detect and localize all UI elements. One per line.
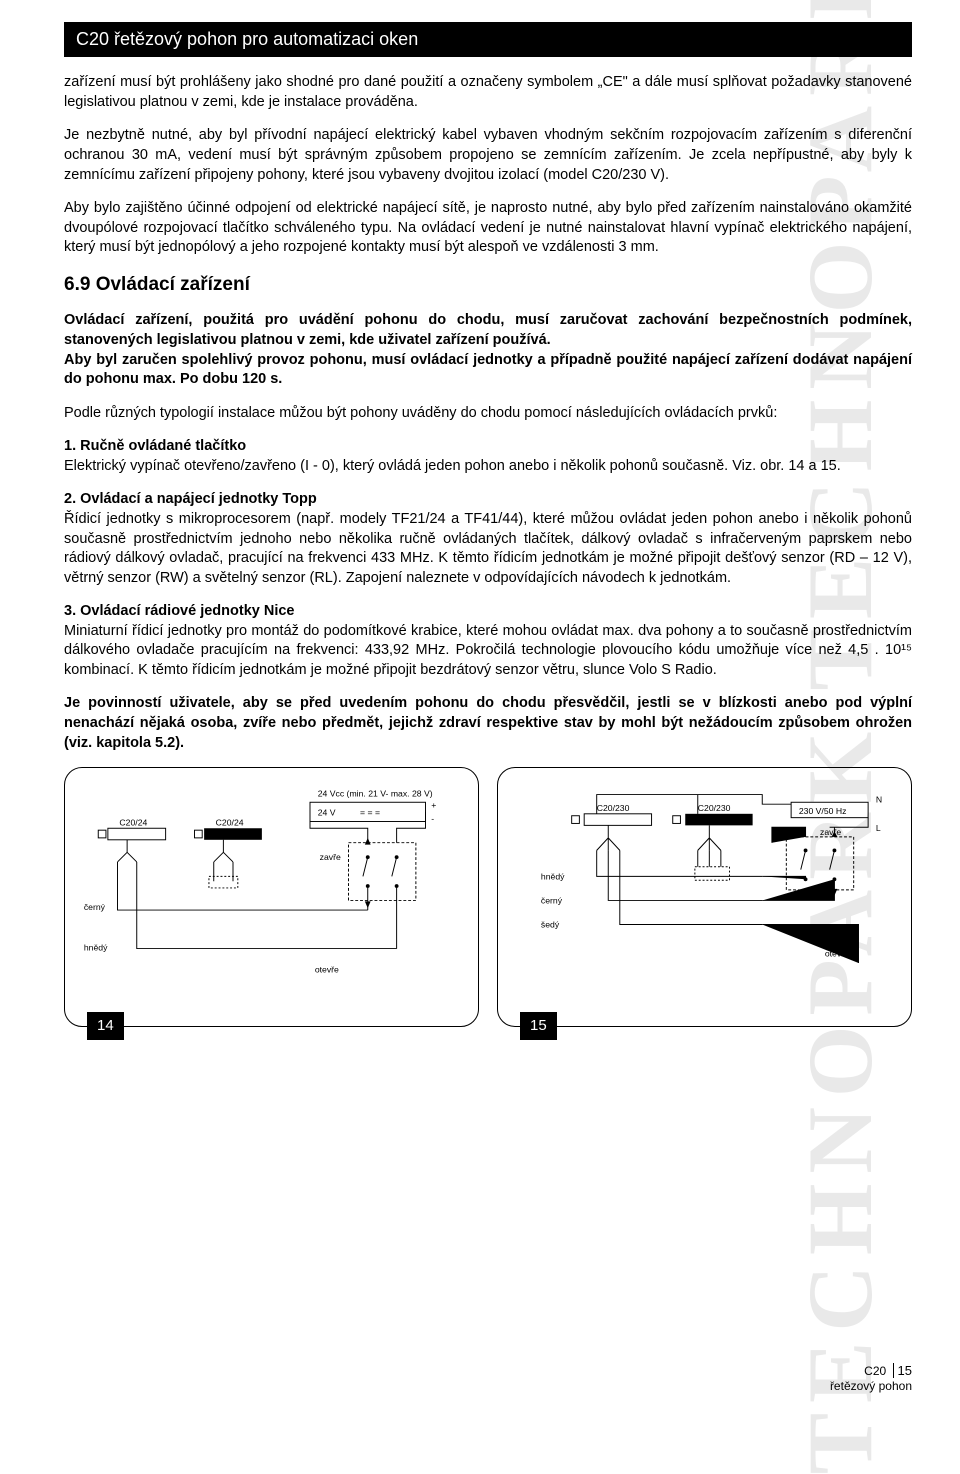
item-1-head: 1. Ručně ovládané tlačítko	[64, 438, 246, 454]
svg-text:šedý: šedý	[541, 920, 560, 930]
diagram-15-svg: 230 V/50 Hz N L C20/230 C20/230	[512, 782, 897, 990]
section-heading: 6.9 Ovládací zařízení	[64, 272, 912, 298]
paragraph-cable: Je nezbytně nutné, aby byl přívodní napá…	[64, 126, 912, 185]
svg-text:otevře: otevře	[825, 948, 849, 958]
svg-text:24 Vcc (min. 21 V- max. 28 V): 24 Vcc (min. 21 V- max. 28 V)	[318, 789, 433, 799]
svg-text:N: N	[876, 794, 882, 804]
figure-number-14: 14	[87, 1012, 124, 1040]
footer-code: C20	[864, 1364, 886, 1378]
page-footer: C20 15 řetězový pohon	[830, 1363, 912, 1394]
svg-text:= = =: = = =	[360, 808, 380, 818]
item-3: 3. Ovládací rádiové jednotky Nice Miniat…	[64, 602, 912, 680]
svg-text:zavře: zavře	[820, 827, 841, 837]
item-3-head: 3. Ovládací rádiové jednotky Nice	[64, 603, 295, 619]
item-2: 2. Ovládací a napájecí jednotky Topp Říd…	[64, 490, 912, 588]
svg-text:hnědý: hnědý	[541, 871, 565, 881]
svg-text:+: +	[431, 800, 436, 810]
svg-text:C20/24: C20/24	[119, 817, 147, 827]
svg-text:C20/24: C20/24	[216, 817, 244, 827]
diagram-14-svg: 24 Vcc (min. 21 V- max. 28 V) 24 V = = =…	[79, 782, 464, 990]
figure-number-15: 15	[520, 1012, 557, 1040]
paragraph-disconnect: Aby bylo zajištěno účinné odpojení od el…	[64, 199, 912, 258]
footer-label: řetězový pohon	[830, 1379, 912, 1393]
paragraph-typologies: Podle různých typologií instalace můžou …	[64, 404, 912, 424]
item-1-body: Elektrický vypínač otevřeno/zavřeno (I -…	[64, 458, 841, 474]
item-2-head: 2. Ovládací a napájecí jednotky Topp	[64, 491, 317, 507]
svg-text:C20/230: C20/230	[698, 803, 731, 813]
diagram-14: 24 Vcc (min. 21 V- max. 28 V) 24 V = = =…	[64, 767, 479, 1027]
svg-text:hnědý: hnědý	[84, 943, 108, 953]
diagrams-row: 24 Vcc (min. 21 V- max. 28 V) 24 V = = =…	[64, 767, 912, 1027]
paragraph-control-req: Ovládací zařízení, použitá pro uvádění p…	[64, 311, 912, 389]
svg-text:-: -	[431, 814, 434, 824]
svg-text:24 V: 24 V	[318, 808, 336, 818]
item-1: 1. Ručně ovládané tlačítko Elektrický vy…	[64, 437, 912, 476]
svg-text:230 V/50 Hz: 230 V/50 Hz	[799, 806, 847, 816]
svg-text:otevře: otevře	[315, 965, 339, 975]
footer-page: 15	[893, 1363, 912, 1378]
paragraph-ce: zařízení musí být prohlášeny jako shodné…	[64, 73, 912, 112]
item-2-body: Řídicí jednotky s mikroprocesorem (např.…	[64, 511, 912, 586]
page-title-bar: C20 řetězový pohon pro automatizaci oken	[64, 22, 912, 57]
item-3-body: Miniaturní řídicí jednotky pro montáž do…	[64, 623, 912, 678]
page-title: C20 řetězový pohon pro automatizaci oken	[76, 29, 418, 49]
svg-text:L: L	[876, 823, 881, 833]
svg-text:zavře: zavře	[320, 852, 341, 862]
paragraph-warning: Je povinností uživatele, aby se před uve…	[64, 694, 912, 753]
diagram-15: 230 V/50 Hz N L C20/230 C20/230	[497, 767, 912, 1027]
svg-text:C20/230: C20/230	[597, 803, 630, 813]
svg-text:černý: černý	[541, 895, 563, 905]
svg-text:černý: černý	[84, 902, 106, 912]
